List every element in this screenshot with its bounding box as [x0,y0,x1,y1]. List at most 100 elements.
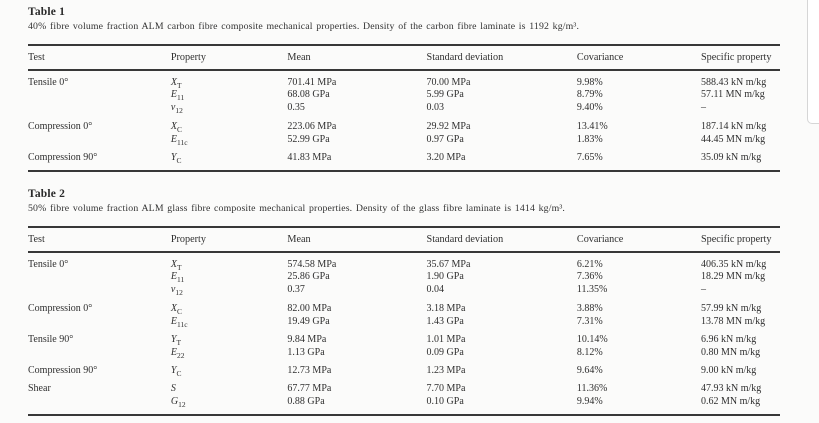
table-row: Tensile 0° XT 701.41 MPa 70.00 MPa 9.98% 588.… [28,70,780,89]
cell-mean: 52.99 GPa [287,133,330,145]
cell-sd: 70.00 MPa [426,76,471,88]
cell-test: Tensile 0° [28,76,69,88]
cell-property: YT [170,333,182,347]
table-1-caption: 40% fibre volume fraction ALM carbon fib… [28,21,580,32]
cell-property: XC [170,302,182,316]
table-row: E11c 52.99 GPa 0.97 GPa 1.83% 44.45 MN m/kg [28,133,780,146]
cell-specific: 18.29 MN m/kg [701,271,766,283]
cell-specific: 57.99 kN m/kg [701,302,762,314]
cell-sd: 1.90 GPa [426,271,464,283]
cell-property: ν12 [170,102,183,116]
cell-covariance: 9.98% [576,76,603,88]
cell-mean: 1.13 GPa [287,346,325,358]
cell-mean: 82.00 MPa [287,302,332,314]
cell-covariance: 1.83% [576,133,603,145]
cell-mean: 41.83 MPa [287,151,332,163]
column-header: Specific property [701,45,780,71]
cell-property: XC [170,120,182,134]
cell-test: Compression 90° [28,364,98,376]
cell-property: ν12 [170,284,183,298]
cell-test: Shear [28,382,51,394]
column-header: Test [28,227,171,253]
table-row: Tensile 0° XT 574.58 MPa 35.67 MPa 6.21% 406.… [28,252,780,271]
table-row: G12 0.88 GPa 0.10 GPa 9.94% 0.62 MN m/kg [28,395,780,415]
cell-covariance: 9.40% [576,102,603,114]
cell-sd: 0.09 GPa [426,346,464,358]
cell-mean: 0.88 GPa [287,395,325,407]
cell-specific: 588.43 kN m/kg [701,76,767,88]
column-header: Mean [287,45,427,71]
cell-specific: 406.35 kN m/kg [701,258,767,270]
column-header: Specific property [701,227,780,253]
table-row: ν12 0.37 0.04 11.35% – [28,284,780,297]
cell-covariance: 3.88% [576,302,603,314]
table-2: Test Property Mean Standard deviation Covari… [28,226,780,416]
cell-covariance: 8.12% [576,346,603,358]
cell-test [28,271,171,284]
cell-covariance: 7.31% [576,315,603,327]
table-row: Compression 90° YC 41.83 MPa 3.20 MPa 7.65% 3… [28,146,780,171]
cell-specific: 187.14 kN m/kg [701,120,767,132]
cell-property: E11c [170,133,188,147]
cell-property: XT [170,258,182,272]
cell-property: YC [170,364,182,378]
cell-covariance: 7.65% [576,151,603,163]
table-2-section: Table 2 50% fibre volume fraction ALM gl… [28,188,780,416]
cell-mean: 68.08 GPa [287,89,330,101]
cell-specific: 6.96 kN m/kg [701,333,757,345]
cell-mean: 25.86 GPa [287,271,330,283]
cell-test: Tensile 0° [28,258,69,270]
cell-specific: 13.78 MN m/kg [701,315,766,327]
cell-mean: 223.06 MPa [287,120,337,132]
cell-specific: 44.45 MN m/kg [701,133,766,145]
table-1-title: Table 1 [28,6,66,18]
table-row: E11 25.86 GPa 1.90 GPa 7.36% 18.29 MN m/kg [28,271,780,284]
cell-test [28,89,171,102]
table-row: Shear S 67.77 MPa 7.70 MPa 11.36% 47.93 kN m/… [28,377,780,395]
cell-property: E11 [170,89,185,103]
table-row: E11c 19.49 GPa 1.43 GPa 7.31% 13.78 MN m/kg [28,315,780,328]
cell-mean: 19.49 GPa [287,315,330,327]
cell-test: Tensile 90° [28,333,74,345]
cell-sd: 3.18 MPa [426,302,466,314]
cell-covariance: 11.35% [576,284,608,296]
table-2-title: Table 2 [28,188,66,200]
table-row: Compression 0° XC 82.00 MPa 3.18 MPa 3.88% 57… [28,297,780,315]
table-row: Tensile 90° YT 9.84 MPa 1.01 MPa 10.14% 6.96 … [28,328,780,346]
cell-mean: 12.73 MPa [287,364,332,376]
cell-sd: 0.04 [426,284,445,296]
cell-test: Compression 0° [28,302,93,314]
right-edge-panel [807,0,819,124]
column-header: Property [170,227,288,253]
cell-mean: 67.77 MPa [287,382,332,394]
cell-test [28,346,171,359]
column-header: Covariance [576,227,701,253]
cell-specific: – [701,102,706,114]
cell-mean: 701.41 MPa [287,76,337,88]
cell-covariance: 10.14% [576,333,608,345]
cell-sd: 1.01 MPa [426,333,466,345]
cell-sd: 0.10 GPa [426,395,464,407]
cell-test [28,284,171,297]
cell-property: E11 [170,271,185,285]
cell-sd: 1.43 GPa [426,315,464,327]
table-row: Compression 90° YC 12.73 MPa 1.23 MPa 9.64% 9… [28,359,780,377]
column-header: Standard deviation [426,45,577,71]
cell-specific: 0.62 MN m/kg [701,395,761,407]
cell-specific: 0.80 MN m/kg [701,346,761,358]
cell-specific: 57.11 MN m/kg [701,89,765,101]
table-row: E11 68.08 GPa 5.99 GPa 8.79% 57.11 MN m/kg [28,89,780,102]
cell-property: YC [170,151,182,165]
header-row: Test Property Mean Standard deviation Covari… [28,45,780,71]
cell-specific: 35.09 kN m/kg [701,151,762,163]
cell-property: S [170,382,176,394]
table-row: Compression 0° XC 223.06 MPa 29.92 MPa 13.41… [28,115,780,133]
table-1-section: Table 1 40% fibre volume fraction ALM ca… [28,6,780,172]
cell-sd: 0.03 [426,102,445,114]
column-header: Test [28,45,171,71]
cell-covariance: 7.36% [576,271,603,283]
cell-test: Compression 90° [28,151,98,163]
cell-test [28,395,171,415]
table-row: ν12 0.35 0.03 9.40% – [28,102,780,115]
cell-covariance: 8.79% [576,89,603,101]
